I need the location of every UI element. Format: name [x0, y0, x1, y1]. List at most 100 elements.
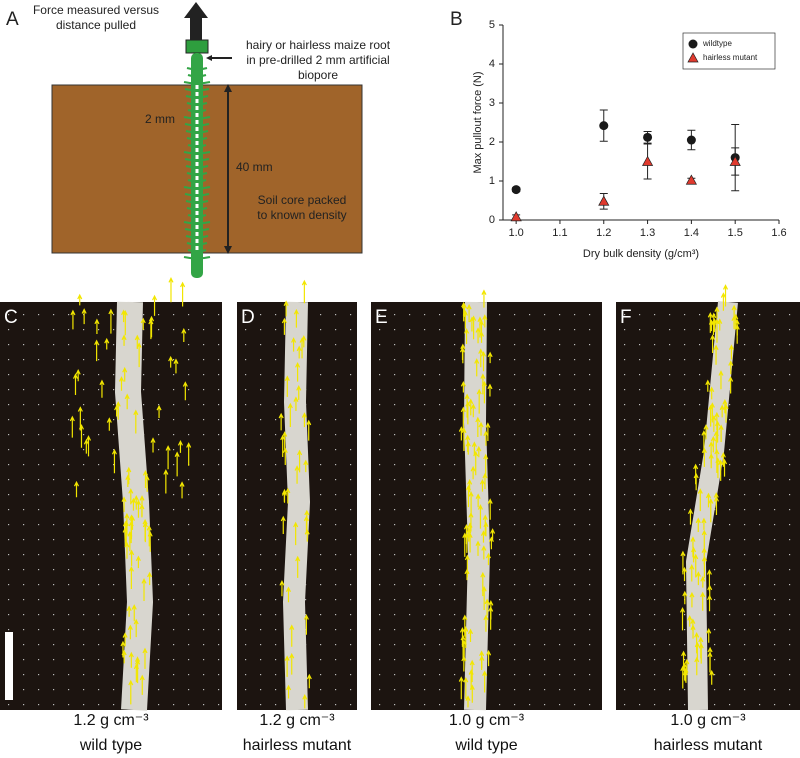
marker-dot [589, 674, 591, 676]
marker-dot [188, 674, 190, 676]
displacement-arrow [141, 578, 147, 601]
marker-dot [98, 389, 100, 391]
marker-dot [83, 569, 85, 571]
marker-dot [744, 389, 746, 391]
x-axis-label: Dry bulk density (g/cm³) [583, 248, 699, 260]
y-tick-label: 5 [489, 19, 495, 31]
displacement-arrow [128, 651, 134, 668]
marker-dot [774, 629, 776, 631]
marker-dot [320, 479, 322, 481]
marker-dot [759, 554, 761, 556]
marker-dot [320, 464, 322, 466]
marker-dot [394, 674, 396, 676]
marker-dot [113, 674, 115, 676]
marker-dot [789, 554, 791, 556]
marker-dot [589, 539, 591, 541]
marker-dot [439, 509, 441, 511]
marker-dot [544, 524, 546, 526]
marker-dot [23, 614, 25, 616]
marker-dot [68, 614, 70, 616]
displacement-arrow [99, 379, 105, 398]
marker-dot [203, 629, 205, 631]
marker-dot [173, 314, 175, 316]
marker-dot [158, 344, 160, 346]
marker-dot [379, 554, 381, 556]
displacement-arrow [720, 292, 726, 311]
marker-dot [245, 584, 247, 586]
marker-dot [774, 554, 776, 556]
marker-dot [789, 314, 791, 316]
marker-dot [335, 449, 337, 451]
displacement-arrow [690, 624, 696, 639]
marker-dot [203, 464, 205, 466]
marker-dot [335, 494, 337, 496]
marker [643, 132, 653, 142]
marker-dot [744, 329, 746, 331]
marker-dot [454, 539, 456, 541]
marker-dot [23, 599, 25, 601]
marker-dot [113, 344, 115, 346]
marker-dot [83, 599, 85, 601]
marker-dot [245, 464, 247, 466]
marker-dot [574, 539, 576, 541]
displacement-arrow [295, 555, 301, 578]
root-hair [185, 200, 209, 204]
marker-dot [83, 374, 85, 376]
marker-dot [83, 464, 85, 466]
marker-dot [439, 494, 441, 496]
marker-dot [409, 464, 411, 466]
displacement-arrow [139, 674, 145, 695]
marker-dot [8, 464, 10, 466]
marker-dot [454, 329, 456, 331]
displacement-arrow [483, 614, 489, 632]
displacement-arrow [283, 300, 289, 317]
marker-dot [729, 554, 731, 556]
marker-dot [574, 554, 576, 556]
marker-dot [409, 554, 411, 556]
marker-dot [350, 659, 352, 661]
marker-dot [350, 374, 352, 376]
marker-dot [23, 434, 25, 436]
displacement-arrow [709, 386, 715, 400]
marker-dot [260, 464, 262, 466]
marker-dot [113, 479, 115, 481]
marker-dot [759, 509, 761, 511]
displacement-arrow [728, 376, 734, 394]
marker-dot [23, 389, 25, 391]
marker-dot [260, 509, 262, 511]
marker-dot [98, 374, 100, 376]
marker-dot [499, 659, 501, 661]
marker-dot [639, 644, 641, 646]
marker-dot [320, 539, 322, 541]
marker-dot [203, 569, 205, 571]
marker-dot [275, 464, 277, 466]
marker-dot [684, 404, 686, 406]
marker-dot [409, 494, 411, 496]
marker-dot [245, 389, 247, 391]
displacement-arrow [287, 402, 293, 427]
root-image [283, 301, 310, 711]
marker-dot [68, 689, 70, 691]
marker-dot [38, 614, 40, 616]
displacement-arrow [69, 415, 75, 438]
marker-dot [424, 449, 426, 451]
marker-dot [744, 344, 746, 346]
displacement-arrow [488, 600, 494, 620]
marker-dot [8, 329, 10, 331]
displacement-arrow [108, 308, 114, 334]
marker-dot [774, 419, 776, 421]
root-hair [185, 235, 209, 239]
marker-dot [514, 704, 516, 706]
marker-dot [173, 629, 175, 631]
marker-dot [8, 614, 10, 616]
displacement-arrow [463, 676, 469, 699]
marker-dot [559, 419, 561, 421]
marker-dot [218, 479, 220, 481]
marker-dot [409, 329, 411, 331]
marker-dot [544, 554, 546, 556]
marker-dot [424, 599, 426, 601]
marker-dot [669, 434, 671, 436]
marker-dot [188, 419, 190, 421]
marker-dot [439, 614, 441, 616]
marker-dot [23, 569, 25, 571]
